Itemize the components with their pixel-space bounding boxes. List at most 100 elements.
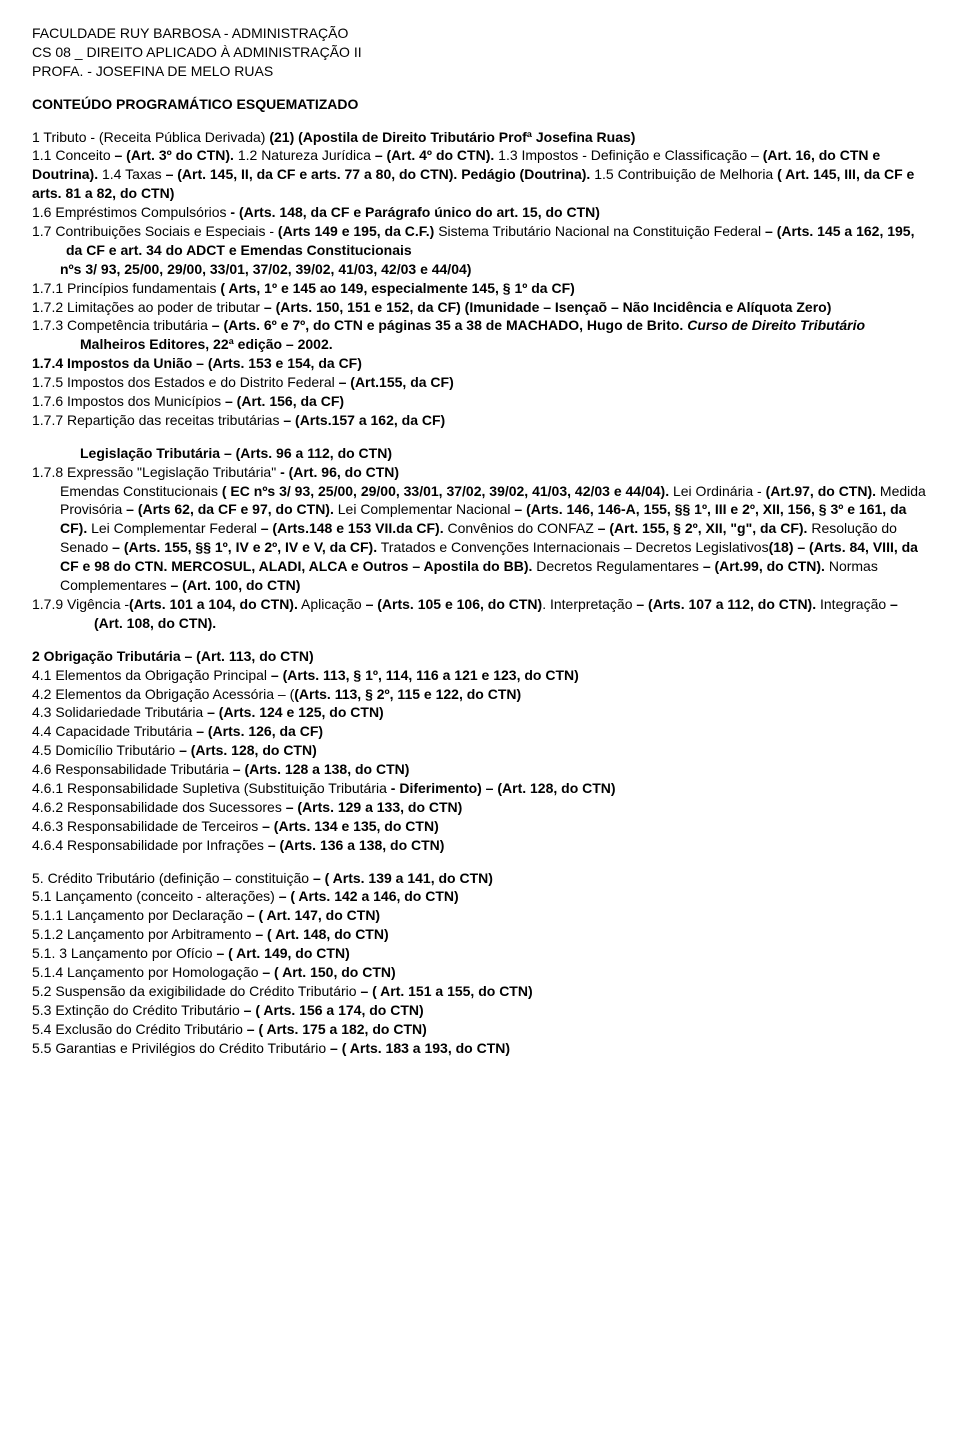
text-bold: – (Art. 155, § 2º, XII, "g", da CF). <box>598 520 808 536</box>
text: 5.1. 3 Lançamento por Ofício <box>32 945 216 961</box>
text-bold: – (Arts. 128, do CTN) <box>179 742 317 758</box>
text: 5.3 Extinção do Crédito Tributário <box>32 1002 244 1018</box>
text: 1.7.6 Impostos dos Municípios <box>32 393 225 409</box>
item-1-7-1: 1.7.1 Princípios fundamentais ( Arts, 1º… <box>32 279 928 298</box>
text: Lei Complementar Federal <box>87 520 261 536</box>
header-line-2: CS 08 _ DIREITO APLICADO À ADMINISTRAÇÃO… <box>32 43 928 62</box>
text: 5.1.4 Lançamento por Homologação <box>32 964 262 980</box>
text-bold: – (Art.155, da CF) <box>339 374 454 390</box>
text-bold: (Arts 149 e 195, da C.F.) <box>278 223 434 239</box>
item-4-2: 4.2 Elementos da Obrigação Acessória – (… <box>32 685 928 704</box>
text-bold: – (Art.99, do CTN). <box>703 558 825 574</box>
text-bold: – ( Art. 149, do CTN) <box>216 945 349 961</box>
item-1-7-7: 1.7.7 Repartição das receitas tributária… <box>32 411 928 430</box>
text: 1.7.3 Competência tributária <box>32 317 212 333</box>
text: 4.6.3 Responsabilidade de Terceiros <box>32 818 262 834</box>
item-1-7-3: 1.7.3 Competência tributária – (Arts. 6º… <box>32 316 928 354</box>
item-5-3: 5.3 Extinção do Crédito Tributário – ( A… <box>32 1001 928 1020</box>
text: 5.4 Exclusão do Crédito Tributário <box>32 1021 247 1037</box>
text-bold: – ( Arts. 142 a 146, do CTN) <box>279 888 459 904</box>
section-2: 2 Obrigação Tributária – (Art. 113, do C… <box>32 647 928 855</box>
item-2: 2 Obrigação Tributária – (Art. 113, do C… <box>32 647 928 666</box>
text-bold: – ( Art. 148, do CTN) <box>255 926 388 942</box>
text-bold: – (Art. 145, II, da CF e arts. 77 a 80, … <box>166 166 591 182</box>
text-bold: – (Art. 4º do CTN). <box>375 147 494 163</box>
text: Tratados e Convenções Internacionais – D… <box>377 539 768 555</box>
text: 4.2 Elementos da Obrigação Acessória – ( <box>32 686 294 702</box>
text-bold: – (Arts. 113, § 1º, 114, 116 a 121 e 123… <box>271 667 579 683</box>
text: 4.6.1 Responsabilidade Supletiva (Substi… <box>32 780 391 796</box>
header-line-1: FACULDADE RUY BARBOSA - ADMINISTRAÇÃO <box>32 24 928 43</box>
text: 1.7.7 Repartição das receitas tributária… <box>32 412 283 428</box>
text-bold: – (Arts. 155, §§ 1º, IV e 2º, IV e V, da… <box>112 539 377 555</box>
text-bold: - Diferimento) <box>391 780 482 796</box>
text: 5.1.2 Lançamento por Arbitramento <box>32 926 255 942</box>
item-4-6-3: 4.6.3 Responsabilidade de Terceiros – (A… <box>32 817 928 836</box>
item-5-5: 5.5 Garantias e Privilégios do Crédito T… <box>32 1039 928 1058</box>
document-title: CONTEÚDO PROGRAMÁTICO ESQUEMATIZADO <box>32 95 928 114</box>
text: 5.1.1 Lançamento por Declaração <box>32 907 247 923</box>
text: 5.2 Suspensão da exigibilidade do Crédit… <box>32 983 360 999</box>
text: Integração <box>816 596 890 612</box>
text: 4.6 Responsabilidade Tributária <box>32 761 233 777</box>
text: 4.6.2 Responsabilidade dos Sucessores <box>32 799 286 815</box>
text-bold: ( Arts, 1º e 145 ao 149, especialmente 1… <box>220 280 574 296</box>
text: 1.2 Natureza Jurídica <box>238 147 375 163</box>
item-4-6: 4.6 Responsabilidade Tributária – (Arts.… <box>32 760 928 779</box>
header-line-3: PROFA. - JOSEFINA DE MELO RUAS <box>32 62 928 81</box>
text-bold: – (Arts. 134 e 135, do CTN) <box>262 818 439 834</box>
text: Emendas Constitucionais <box>60 483 222 499</box>
item-5-1-4: 5.1.4 Lançamento por Homologação – ( Art… <box>32 963 928 982</box>
text: 4.5 Domicílio Tributário <box>32 742 179 758</box>
text-bold: – (Arts. 126, da CF) <box>196 723 323 739</box>
text: 1.7.5 Impostos dos Estados e do Distrito… <box>32 374 339 390</box>
section-5: 5. Crédito Tributário (definição – const… <box>32 869 928 1058</box>
section-1: 1 Tributo - (Receita Pública Derivada) (… <box>32 128 928 633</box>
item-1-7: 1.7 Contribuições Sociais e Especiais - … <box>32 222 928 260</box>
text: 1.7.1 Princípios fundamentais <box>32 280 220 296</box>
text: 5.1 Lançamento (conceito - alterações) <box>32 888 279 904</box>
text: Aplicação <box>298 596 366 612</box>
text: Lei Complementar Nacional <box>334 501 515 517</box>
legislation-heading: Legislação Tributária – (Arts. 96 a 112,… <box>32 444 928 463</box>
item-1-7-4: 1.7.4 Impostos da União – (Arts. 153 e 1… <box>32 354 928 373</box>
text-bold: – (Arts.157 a 162, da CF) <box>283 412 445 428</box>
item-1-7-2: 1.7.2 Limitações ao poder de tributar – … <box>32 298 928 317</box>
text: 4.1 Elementos da Obrigação Principal <box>32 667 271 683</box>
text-bold: - (Art. 96, do CTN) <box>280 464 399 480</box>
text: 1 Tributo - (Receita Pública Derivada) <box>32 129 269 145</box>
item-1-7-5: 1.7.5 Impostos dos Estados e do Distrito… <box>32 373 928 392</box>
item-4-6-4: 4.6.4 Responsabilidade por Infrações – (… <box>32 836 928 855</box>
text-bold: – ( Arts. 139 a 141, do CTN) <box>313 870 493 886</box>
text-bold: – ( Arts. 175 a 182, do CTN) <box>247 1021 427 1037</box>
text-bold: – (Arts.148 e 153 VII.da CF). <box>261 520 444 536</box>
text-bold: – ( Arts. 183 a 193, do CTN) <box>330 1040 510 1056</box>
item-1: 1 Tributo - (Receita Pública Derivada) (… <box>32 128 928 147</box>
item-4-1: 4.1 Elementos da Obrigação Principal – (… <box>32 666 928 685</box>
text: 1.7.8 Expressão "Legislação Tributária" <box>32 464 280 480</box>
item-1-1-to-1-5: 1.1 Conceito – (Art. 3º do CTN). 1.2 Nat… <box>32 146 928 203</box>
text-bold: – (Arts. 128 a 138, do CTN) <box>233 761 410 777</box>
item-4-6-2: 4.6.2 Responsabilidade dos Sucessores – … <box>32 798 928 817</box>
text-bold: – (Arts. 124 e 125, do CTN) <box>207 704 384 720</box>
text-bold: (Arts. 113, § 2º, 115 e 122, do CTN) <box>294 686 521 702</box>
text-bold: - (Arts. 148, da CF e Parágrafo único do… <box>230 204 600 220</box>
text-bold: – (Arts. 129 a 133, do CTN) <box>286 799 463 815</box>
text: 1.7.9 Vigência - <box>32 596 129 612</box>
text: . Interpretação <box>542 596 636 612</box>
text: Sistema Tributário Nacional na Constitui… <box>434 223 765 239</box>
item-5-1-1: 5.1.1 Lançamento por Declaração – ( Art.… <box>32 906 928 925</box>
text-bold: ( EC nºs 3/ 93, 25/00, 29/00, 33/01, 37/… <box>222 483 669 499</box>
text-bold: (Art.97, do CTN). <box>766 483 876 499</box>
item-4-3: 4.3 Solidariedade Tributária – (Arts. 12… <box>32 703 928 722</box>
text-bold: – (Art. 3º do CTN). <box>115 147 234 163</box>
text: Lei Ordinária - <box>669 483 765 499</box>
item-1-7-8: 1.7.8 Expressão "Legislação Tributária" … <box>32 463 928 482</box>
item-1-7-6: 1.7.6 Impostos dos Municípios – (Art. 15… <box>32 392 928 411</box>
text-bold: (21) (Apostila de Direito Tributário Pro… <box>269 129 635 145</box>
text: 5. Crédito Tributário (definição – const… <box>32 870 313 886</box>
text: 4.6.4 Responsabilidade por Infrações <box>32 837 268 853</box>
text: 1.3 Impostos - Definição e Classificação… <box>498 147 763 163</box>
text-bold: – ( Art. 150, do CTN) <box>262 964 395 980</box>
text: 4.4 Capacidade Tributária <box>32 723 196 739</box>
